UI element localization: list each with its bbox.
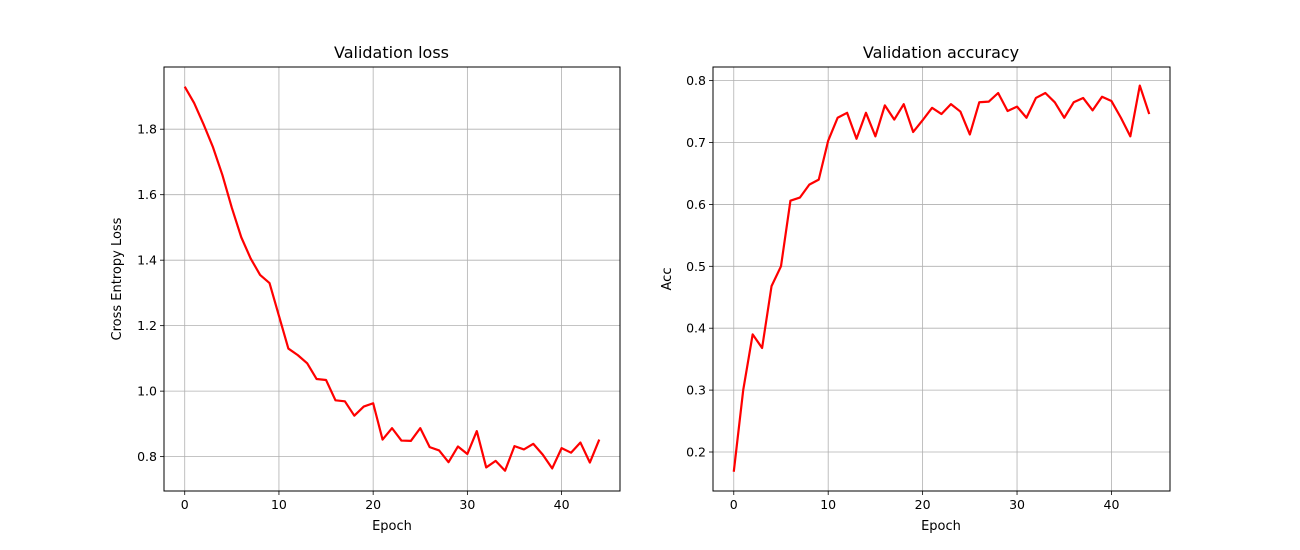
x-tick-label: 0 — [730, 497, 738, 512]
x-tick-label: 40 — [1104, 497, 1120, 512]
y-ticks: 0.2 0.3 0.4 0.5 0.6 0.7 0.8 — [686, 73, 713, 460]
y-tick-label: 1.6 — [137, 187, 157, 202]
x-tick-label: 40 — [554, 497, 570, 512]
y-tick-label: 0.6 — [686, 197, 706, 212]
y-tick-label: 0.2 — [686, 445, 706, 460]
y-axis-label: Cross Entropy Loss — [110, 217, 125, 340]
grid — [713, 67, 1170, 491]
x-tick-label: 20 — [915, 497, 931, 512]
y-tick-label: 1.4 — [137, 253, 157, 268]
x-axis-label: Epoch — [921, 519, 961, 534]
x-axis-label: Epoch — [372, 519, 412, 534]
y-tick-label: 0.5 — [686, 259, 706, 274]
y-tick-label: 0.4 — [686, 321, 706, 336]
series-line — [183, 86, 601, 472]
chart-title: Validation loss — [334, 43, 449, 62]
chart-title: Validation accuracy — [863, 43, 1019, 62]
y-tick-label: 0.3 — [686, 383, 706, 398]
y-tick-label: 0.7 — [686, 135, 706, 150]
chart-validation-accuracy: Validation accuracy 0 10 20 30 40 0.20.30.40… — [660, 43, 1171, 534]
x-tick-label: 30 — [459, 497, 475, 512]
grid — [164, 67, 620, 491]
y-ticks: 0.8 1.0 1.2 1.4 1.6 1.8 — [137, 122, 164, 464]
x-tick-label: 20 — [365, 497, 381, 512]
chart-validation-loss: Validation loss 0 10 20 30 40 0.8 1.0 1.2 1.4 1.… — [110, 43, 621, 534]
x-tick-label: 10 — [820, 497, 836, 512]
y-axis-label: Acc — [660, 268, 675, 291]
series-line — [732, 84, 1151, 472]
x-tick-label: 30 — [1009, 497, 1025, 512]
x-tick-label: 10 — [271, 497, 287, 512]
plot-frame — [163, 66, 621, 492]
y-tick-label: 0.8 — [686, 73, 706, 88]
plot-frame — [712, 66, 1171, 492]
y-tick-label: 1.2 — [137, 318, 157, 333]
x-ticks: 0 10 20 30 40 — [730, 491, 1120, 512]
x-ticks: 0 10 20 30 40 — [181, 491, 570, 512]
y-tick-label: 1.0 — [137, 384, 157, 399]
x-tick-label: 0 — [181, 497, 189, 512]
y-tick-label: 1.8 — [137, 122, 157, 137]
y-tick-label: 0.8 — [137, 449, 157, 464]
